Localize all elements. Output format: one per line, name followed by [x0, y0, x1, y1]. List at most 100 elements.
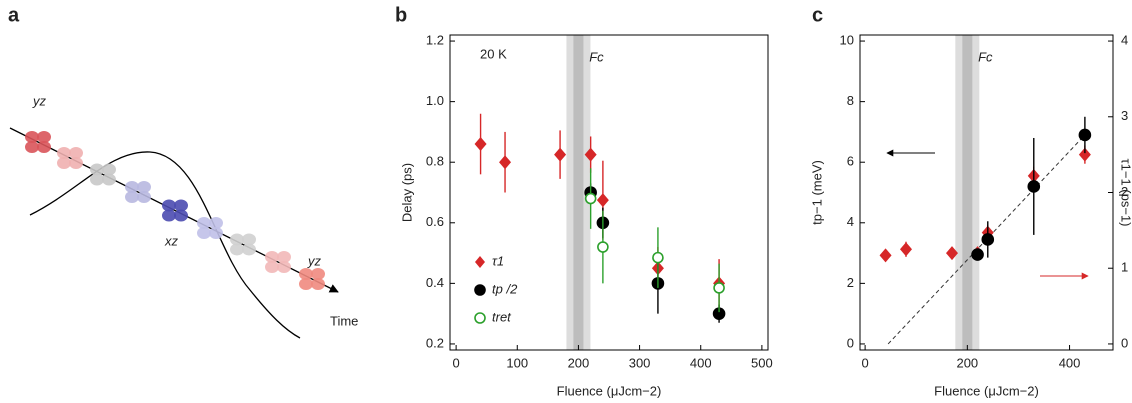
orbital-lobe: [242, 243, 256, 256]
orbital-lobe: [174, 209, 188, 222]
y-tick-label: 10: [840, 32, 854, 47]
marker: [652, 251, 664, 264]
orbital-label: yz: [32, 93, 47, 108]
orbital-lobe: [197, 227, 211, 239]
orbital-lobe: [277, 251, 291, 263]
y-tick-label: 1.2: [426, 32, 444, 47]
x-tick-label: 400: [1059, 355, 1081, 370]
y-axis-label: tp−1 (meV): [809, 160, 824, 225]
orbital-lobe: [25, 131, 39, 143]
annotation: Fc: [589, 49, 604, 64]
y-tick-label: 0: [847, 335, 854, 350]
y-tick-label: 0.2: [426, 335, 444, 350]
orbital-lobe: [197, 217, 211, 229]
x-tick-label: 200: [568, 355, 590, 370]
fc-band-core: [962, 35, 973, 350]
orbitals: [25, 131, 325, 290]
orbital-lobe: [37, 141, 51, 153]
plot-frame: [859, 34, 1114, 351]
orbital-lobe: [242, 233, 256, 246]
legend-marker: [474, 312, 486, 324]
legend-marker: [474, 284, 486, 296]
marker: [879, 248, 892, 263]
marker: [474, 137, 487, 152]
legend-label: tret: [492, 309, 512, 324]
orbital-lobe: [174, 199, 188, 212]
orbital-lobe: [102, 163, 116, 176]
y-tick-label: 2: [847, 275, 854, 290]
panel-a: a yz xz yz Time: [8, 4, 358, 339]
axis-label: Time: [330, 313, 358, 328]
marker: [1027, 180, 1041, 193]
marker: [900, 242, 912, 257]
y-tick-label: 8: [847, 93, 854, 108]
y-tick-label: 0.8: [426, 154, 444, 169]
y-tick-label: 0: [1121, 335, 1128, 350]
panel-label: a: [8, 4, 20, 26]
marker: [1078, 147, 1091, 162]
orbital-lobe: [162, 209, 176, 222]
y-tick-label: 3: [1121, 108, 1128, 123]
annotation: 20 K: [480, 46, 507, 61]
orbital-lobe: [311, 278, 325, 290]
y2-axis-label: τ1−1 (ps−1): [1119, 158, 1132, 226]
orbital-lobe: [69, 147, 83, 159]
marker: [554, 147, 567, 162]
orbital-lobe: [277, 261, 291, 273]
marker: [597, 241, 609, 253]
orbital-lobe: [162, 199, 176, 212]
marker: [946, 246, 958, 261]
orbital-lobe: [230, 233, 244, 246]
y-tick-label: 6: [847, 154, 854, 169]
orbital-lobe: [299, 268, 313, 280]
x-axis-label: Fluence (μJcm−2): [934, 383, 1039, 398]
x-tick-label: 300: [629, 355, 651, 370]
panel-label: b: [395, 4, 407, 26]
orbital-lobe: [69, 157, 83, 169]
x-axis-label: Fluence (μJcm−2): [557, 383, 662, 398]
orbital-lobe: [230, 243, 244, 256]
wave: [29, 151, 301, 339]
orbital-lobe: [137, 191, 151, 203]
orbital-lobe: [299, 278, 313, 290]
fc-band-core: [573, 35, 584, 350]
y-tick-label: 1.0: [426, 93, 444, 108]
x-tick-label: 200: [956, 355, 978, 370]
y-tick-label: 0.6: [426, 214, 444, 229]
orbital-lobe: [265, 261, 279, 273]
orbital-lobe: [311, 268, 325, 280]
marker: [981, 233, 995, 246]
legend-label: tp /2: [492, 281, 518, 296]
y-tick-label: 0.4: [426, 275, 444, 290]
orbital-lobe: [57, 157, 71, 169]
orbital-lobe: [209, 227, 223, 239]
y-tick-label: 2: [1121, 184, 1128, 199]
marker: [971, 248, 984, 261]
x-tick-label: 400: [690, 355, 712, 370]
marker: [584, 147, 597, 162]
orbital-label: xz: [164, 233, 179, 248]
x-tick-label: 500: [751, 355, 773, 370]
y-tick-label: 4: [847, 214, 854, 229]
orbital-lobe: [90, 173, 104, 186]
plot-frame: [449, 34, 769, 351]
orbital-lobe: [209, 217, 223, 229]
x-tick-label: 0: [861, 355, 868, 370]
orbital-lobe: [137, 181, 151, 193]
orbital-lobe: [265, 251, 279, 263]
orbital-lobe: [125, 191, 139, 203]
orbital-lobe: [25, 141, 39, 153]
x-tick-label: 100: [506, 355, 528, 370]
panel-label: c: [812, 4, 823, 26]
legend-marker: [475, 256, 485, 268]
y-axis-label: Delay (ps): [399, 163, 414, 222]
marker: [713, 282, 725, 294]
annotation: Fc: [978, 49, 993, 64]
orbital-lobe: [37, 131, 51, 143]
marker: [584, 192, 597, 205]
orbital-lobe: [57, 147, 71, 159]
marker: [1078, 128, 1092, 142]
marker: [596, 193, 609, 208]
orbital-label: yz: [307, 253, 322, 268]
